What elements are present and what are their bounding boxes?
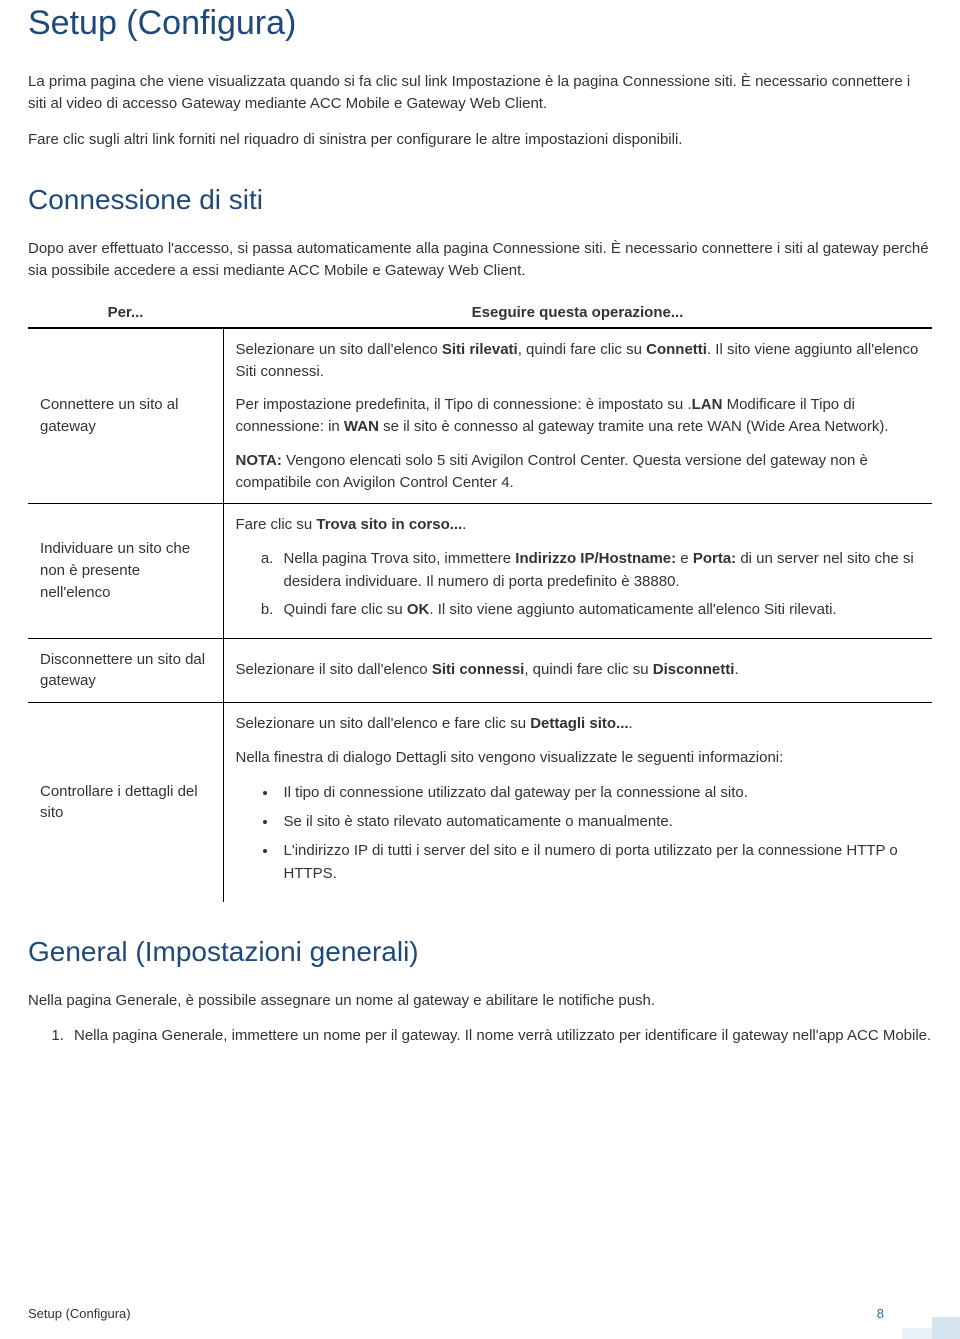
- intro-paragraph-1: La prima pagina che viene visualizzata q…: [28, 71, 932, 115]
- row4-left: Controllare i dettagli del sito: [28, 703, 223, 902]
- list-item: Quindi fare clic su OK. Il sito viene ag…: [278, 599, 921, 622]
- list-item: Nella pagina Trova sito, immettere Indir…: [278, 548, 921, 593]
- section-b-paragraph: Nella pagina Generale, è possibile asseg…: [28, 990, 932, 1012]
- footer-title: Setup (Configura): [28, 1306, 131, 1321]
- row4-bullets: Il tipo di connessione utilizzato dal ga…: [236, 781, 921, 886]
- row3-left: Disconnettere un sito dal gateway: [28, 638, 223, 703]
- page-number: 8: [877, 1306, 884, 1321]
- table-header-left: Per...: [28, 296, 223, 328]
- page-title: Setup (Configura): [28, 0, 932, 43]
- table-row: Disconnettere un sito dal gateway Selezi…: [28, 638, 932, 703]
- corner-decoration: [900, 1315, 960, 1339]
- operations-table: Per... Eseguire questa operazione... Con…: [28, 296, 932, 902]
- list-item: L'indirizzo IP di tutti i server del sit…: [278, 839, 921, 886]
- table-row: Controllare i dettagli del sito Selezion…: [28, 703, 932, 902]
- row1-left: Connettere un sito al gateway: [28, 328, 223, 504]
- intro-paragraph-2: Fare clic sugli altri link forniti nel r…: [28, 129, 932, 151]
- table-row: Connettere un sito al gateway Selezionar…: [28, 328, 932, 504]
- row3-right: Selezionare il sito dall'elenco Siti con…: [223, 638, 932, 703]
- section-heading-connessione: Connessione di siti: [28, 184, 932, 216]
- list-item: Se il sito è stato rilevato automaticame…: [278, 810, 921, 833]
- row2-left: Individuare un sito che non è presente n…: [28, 504, 223, 638]
- section-a-paragraph: Dopo aver effettuato l'accesso, si passa…: [28, 238, 932, 282]
- section-heading-general: General (Impostazioni generali): [28, 936, 932, 968]
- section-b-steps: Nella pagina Generale, immettere un nome…: [28, 1025, 932, 1048]
- page-footer: Setup (Configura) 8: [28, 1306, 932, 1321]
- list-item: Nella pagina Generale, immettere un nome…: [68, 1025, 932, 1048]
- row2-right: Fare clic su Trova sito in corso.... Nel…: [223, 504, 932, 638]
- row2-steps: Nella pagina Trova sito, immettere Indir…: [236, 548, 921, 622]
- row1-right: Selezionare un sito dall'elenco Siti ril…: [223, 328, 932, 504]
- table-row: Individuare un sito che non è presente n…: [28, 504, 932, 638]
- list-item: Il tipo di connessione utilizzato dal ga…: [278, 781, 921, 804]
- row4-right: Selezionare un sito dall'elenco e fare c…: [223, 703, 932, 902]
- table-header-right: Eseguire questa operazione...: [223, 296, 932, 328]
